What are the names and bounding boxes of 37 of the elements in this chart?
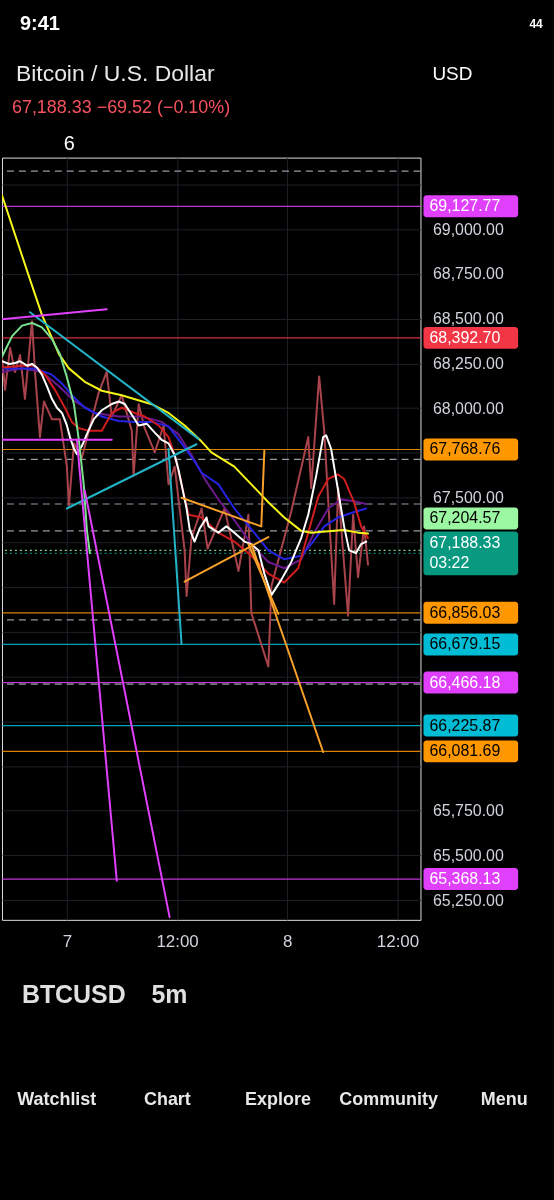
ref-line-label: 68,392.70 — [429, 328, 501, 346]
y-tick-label: 68,000.00 — [432, 399, 504, 417]
x-tick-label: 8 — [283, 932, 293, 952]
text: USD — [432, 62, 473, 84]
text: BTCUSD — [21, 979, 126, 1008]
ref-line-label: 66,679.15 — [429, 635, 501, 653]
text: Chart — [143, 1089, 191, 1110]
ref-line-label: 65,368.13 — [429, 870, 501, 888]
ref-line-label: 66,466.18 — [429, 673, 501, 691]
text: Community — [339, 1089, 438, 1110]
text: Explore — [245, 1089, 311, 1110]
y-tick-label: 68,250.00 — [432, 354, 504, 372]
x-tick-label: 7 — [62, 932, 73, 952]
ref-line-label: 66,225.87 — [429, 716, 501, 734]
y-tick-label: 67,500.00 — [432, 489, 504, 507]
chart-subtitle: 67,188.33 −69.52 (−0.10%) — [11, 96, 231, 117]
ref-line-label: 67,204.57 — [429, 509, 501, 527]
ref-line-label: 66,081.69 — [429, 742, 501, 760]
ref-line-label: 69,127.77 — [429, 197, 501, 215]
x-tick-label: 12:00 — [156, 932, 199, 952]
y-tick-label: 68,750.00 — [432, 265, 504, 283]
x-tick-label: 12:00 — [376, 932, 420, 952]
text: Menu — [480, 1089, 528, 1110]
text: 9:41 — [19, 12, 60, 35]
ref-line-label: 67,768.76 — [429, 440, 501, 458]
y-tick-label: 68,500.00 — [432, 310, 504, 328]
text: 6 — [63, 131, 75, 154]
y-tick-label: 65,750.00 — [432, 802, 504, 820]
ref-line-label: 66,856.03 — [429, 603, 501, 621]
text: Watchlist — [17, 1089, 97, 1110]
chart-title: Bitcoin / U.S. Dollar — [15, 59, 215, 86]
text: 5m — [151, 979, 188, 1008]
y-tick-label: 65,250.00 — [432, 891, 504, 909]
y-tick-label: 69,000.00 — [432, 220, 504, 238]
ref-line-label: 67,188.33 03:22 — [429, 534, 501, 572]
y-tick-label: 65,500.00 — [432, 846, 504, 864]
text: 44 — [529, 17, 544, 32]
